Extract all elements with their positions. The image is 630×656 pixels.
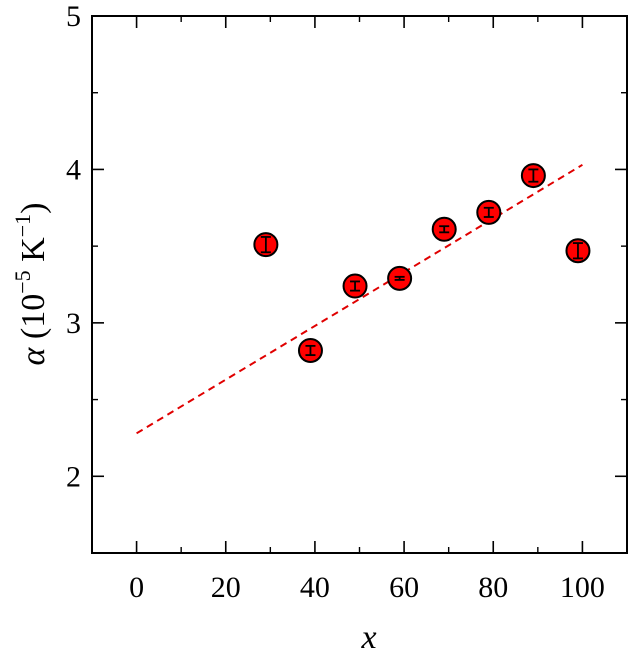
y-tick-label: 5 — [66, 0, 81, 33]
fit-line-group — [136, 163, 583, 435]
x-tick-label: 20 — [211, 571, 241, 604]
y-tick-label: 3 — [66, 307, 81, 340]
y-axis-label-exponent: −5 — [10, 270, 35, 293]
data-point — [520, 163, 546, 189]
y-tick-label: 4 — [66, 153, 81, 186]
data-point — [253, 232, 279, 258]
axis-ticks — [91, 15, 628, 554]
axis-tick-labels: 0 20 40 60 80 100 2 3 4 5 — [66, 0, 605, 604]
x-tick-label: 60 — [389, 571, 419, 604]
data-point — [387, 265, 413, 291]
y-tick-label: 2 — [66, 460, 81, 493]
y-axis-label: α (10−5 K−1) — [10, 203, 52, 366]
y-axis-symbol: α — [15, 346, 52, 365]
fit-line — [136, 163, 583, 435]
x-tick-label: 0 — [129, 571, 144, 604]
x-axis-label: x — [360, 619, 376, 656]
data-point — [431, 216, 457, 242]
y-axis-label-unit-exponent: −1 — [10, 214, 35, 237]
x-tick-label: 80 — [478, 571, 508, 604]
data-point — [297, 337, 323, 363]
data-point — [476, 199, 502, 225]
x-tick-label: 40 — [300, 571, 330, 604]
x-tick-label: 100 — [560, 571, 605, 604]
data-point — [342, 273, 368, 299]
y-axis-label-close: ) — [15, 203, 52, 214]
data-point — [565, 238, 591, 264]
y-axis-label-unit: K — [15, 237, 52, 271]
data-points — [253, 163, 591, 363]
y-axis-label-open: (10 — [15, 294, 52, 348]
